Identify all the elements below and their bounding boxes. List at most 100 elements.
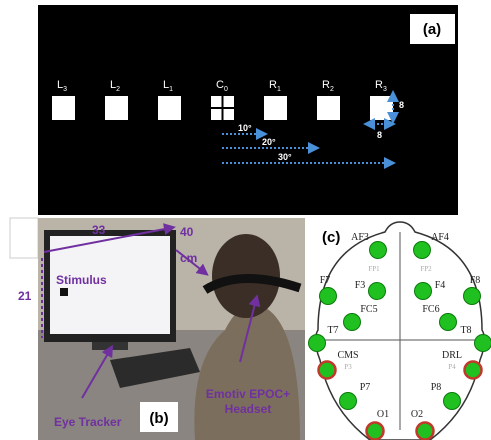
- eye-tracker-device: [92, 342, 128, 350]
- headset: [202, 273, 302, 294]
- reference-label: FP1: [368, 265, 380, 273]
- distance-unit: cm: [180, 251, 197, 265]
- head-outline: [314, 221, 486, 440]
- panel-a-label-box: [410, 14, 455, 44]
- target-label: L3: [57, 79, 67, 93]
- panel-b: 33 40 cm 21 Stimulus Eye Tracker (b) Emo…: [9, 217, 305, 440]
- electrode: [319, 287, 337, 305]
- target-letter: R: [322, 79, 330, 91]
- electrode: [365, 421, 385, 440]
- electrode-label: F7: [320, 275, 331, 286]
- target-square: [370, 96, 393, 120]
- monitor-screen: [50, 236, 170, 334]
- reference-label: P4: [448, 363, 456, 371]
- target-subscript: 2: [330, 86, 334, 93]
- target-letter: C: [216, 79, 224, 91]
- electrode-label: FC5: [360, 304, 377, 315]
- person-body: [194, 304, 300, 440]
- electrode-label: F4: [435, 280, 446, 291]
- electrodes: FP1 FP2 P3 P4 AF3 AF4 F7 F3 F4 F8 FC5 FC6 T7 T8 CMS DRL…: [308, 232, 491, 440]
- electrode: [368, 282, 386, 300]
- stimulus-label: Stimulus: [56, 273, 107, 287]
- width-arrow: [43, 223, 176, 253]
- headset-label: Headset: [225, 402, 272, 416]
- panel-a: (a) L3 L2 L1 C0 R1 R2 R3 8 8 10° 20° 30°: [38, 5, 458, 215]
- eye-tracker-arrow: [81, 344, 114, 399]
- electrode: [414, 282, 432, 300]
- target-square: [264, 96, 287, 120]
- target-letter: R: [269, 79, 277, 91]
- target-square: [158, 96, 181, 120]
- target-square: [52, 96, 75, 120]
- headset-arrow: [239, 294, 261, 363]
- target-letter: L: [163, 79, 169, 91]
- electrode-label: CMS: [337, 350, 358, 361]
- electrode-label: F3: [355, 280, 366, 291]
- target-subscript: 3: [383, 86, 387, 93]
- electrode: [463, 360, 483, 380]
- panel-b-label-box: [140, 402, 178, 432]
- target-subscript: 0: [224, 86, 228, 93]
- reference-label: P3: [344, 363, 352, 371]
- electrode-label: T8: [460, 325, 471, 336]
- target-label: R1: [269, 79, 281, 93]
- electrode: [463, 287, 481, 305]
- electrode: [439, 313, 457, 331]
- keyboard: [110, 348, 200, 388]
- panel-a-background: [38, 5, 458, 215]
- target-letter: L: [110, 79, 116, 91]
- targets: L3 L2 L1 C0 R1 R2 R3: [52, 79, 393, 120]
- electrode: [413, 241, 431, 259]
- target-label: L2: [110, 79, 120, 93]
- headset-label: Emotiv EPOC+: [206, 387, 290, 401]
- target-label: R3: [375, 79, 387, 93]
- electrode: [415, 421, 435, 440]
- electrode-label: P7: [360, 382, 371, 393]
- target-subscript: 3: [63, 86, 67, 93]
- target-label: R2: [322, 79, 334, 93]
- target-label: L1: [163, 79, 173, 93]
- distance-label: 20°: [262, 137, 276, 147]
- distance-label: 30°: [278, 152, 292, 162]
- electrode: [308, 334, 326, 352]
- size-label: 8: [377, 130, 382, 140]
- electrode: [443, 392, 461, 410]
- panel-label: (c): [322, 229, 340, 246]
- target-subscript: 1: [277, 86, 281, 93]
- target-square: [105, 96, 128, 120]
- panel-c: (c) FP1 FP2 P3 P4 AF3 AF4 F7 F3 F4 F8 FC5 FC6 T7 T8 CM…: [305, 218, 491, 440]
- electrode-label: DRL: [442, 350, 462, 361]
- stimulus-dot: [60, 288, 68, 296]
- size-label: 8: [399, 100, 404, 110]
- width-label: 33: [92, 223, 106, 237]
- reference-label: FP2: [420, 265, 432, 273]
- distance-arrow: [175, 249, 209, 276]
- electrode-label: T7: [327, 325, 338, 336]
- target-subscript: 1: [169, 86, 173, 93]
- target-square: [317, 96, 340, 120]
- distance-label: 40: [180, 225, 194, 239]
- panel-b-tab: [9, 217, 39, 259]
- electrode-label: O2: [411, 409, 423, 420]
- electrode-label: F8: [470, 275, 481, 286]
- electrode-label: FC6: [422, 304, 439, 315]
- target-label: C0: [216, 79, 228, 93]
- target-letter: L: [57, 79, 63, 91]
- electrode: [343, 313, 361, 331]
- height-label: 21: [18, 289, 32, 303]
- target-letter: R: [375, 79, 383, 91]
- electrode: [317, 360, 337, 380]
- target-subscript: 2: [116, 86, 120, 93]
- electrode-label: AF4: [431, 232, 449, 243]
- eye-tracker-label: Eye Tracker: [54, 415, 122, 429]
- panel-label: (b): [149, 410, 168, 427]
- electrode-label: O1: [377, 409, 389, 420]
- distance-label: 10°: [238, 123, 252, 133]
- electrode: [369, 241, 387, 259]
- panel-label: (a): [423, 21, 441, 38]
- electrode-label: AF3: [351, 232, 369, 243]
- electrode: [339, 392, 357, 410]
- electrode-label: P8: [431, 382, 442, 393]
- electrode: [474, 334, 491, 352]
